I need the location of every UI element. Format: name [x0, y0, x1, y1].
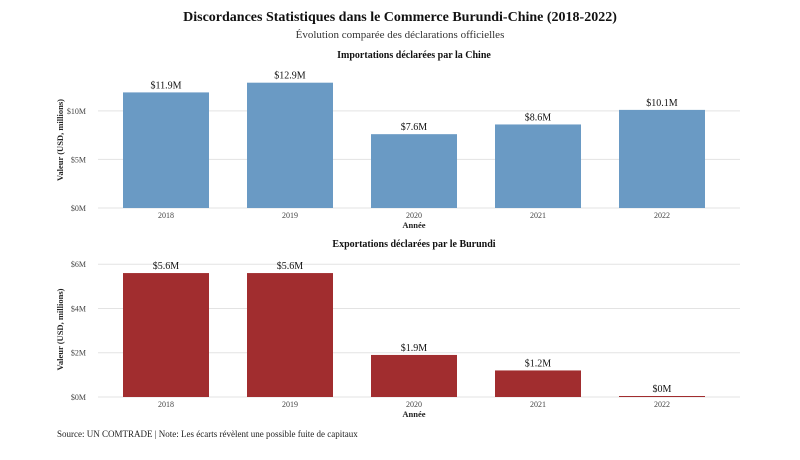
panel2-bar — [495, 370, 581, 397]
panel2-data-label: $1.2M — [525, 358, 552, 369]
panel1-ytick-label: $0M — [71, 204, 86, 213]
panel2-ytick-label: $6M — [71, 260, 86, 269]
panel2-data-label: $5.6M — [153, 261, 180, 272]
panel1-xtick-label: 2018 — [158, 211, 174, 220]
panel2-bar — [247, 273, 333, 397]
panel1-xtick-label: 2020 — [406, 211, 422, 220]
panel2-data-label: $1.9M — [401, 343, 428, 354]
chart-subtitle: Évolution comparée des déclarations offi… — [295, 29, 505, 41]
panel2-bar — [123, 273, 209, 397]
panel1-data-label: $8.6M — [525, 112, 552, 123]
panel2-xtick-label: 2018 — [158, 400, 174, 409]
panel2-title: Exportations déclarées par le Burundi — [332, 239, 495, 250]
panel1-xtick-label: 2019 — [282, 211, 298, 220]
panel1-xtick-label: 2021 — [530, 211, 546, 220]
panel1-xtick-label: 2022 — [654, 211, 670, 220]
panel1-title: Importations déclarées par la Chine — [337, 50, 491, 61]
panel2-data-label: $5.6M — [277, 261, 304, 272]
panel1-bar — [495, 124, 581, 208]
panel1-ytick-label: $10M — [67, 107, 86, 116]
panel2-y-axis-title: Valeur (USD, millions) — [55, 288, 65, 370]
panel1-bar — [123, 92, 209, 208]
panel1-bar — [619, 109, 705, 208]
panel2-xtick-label: 2021 — [530, 400, 546, 409]
chart-title: Discordances Statistiques dans le Commer… — [183, 10, 617, 25]
panel2-ytick-label: $0M — [71, 393, 86, 402]
panel1-y-axis-title: Valeur (USD, millions) — [55, 99, 65, 181]
panel2-bar — [619, 396, 705, 397]
panel2-data-label: $0M — [653, 384, 672, 395]
panel1-data-label: $12.9M — [274, 71, 306, 82]
panel2-bar — [371, 354, 457, 397]
panel2-xtick-label: 2019 — [282, 400, 298, 409]
panel2-xtick-label: 2020 — [406, 400, 422, 409]
panel1-data-label: $11.9M — [150, 80, 181, 91]
panel1-ytick-label: $5M — [71, 155, 86, 164]
panel1-bar — [247, 82, 333, 208]
panel1-data-label: $10.1M — [646, 98, 678, 109]
panel2-ytick-label: $4M — [71, 304, 86, 313]
panel1-bar — [371, 134, 457, 208]
panel1-data-label: $7.6M — [401, 122, 428, 133]
panel2-xtick-label: 2022 — [654, 400, 670, 409]
panel2-ytick-label: $2M — [71, 349, 86, 358]
panel2-x-axis-title: Année — [402, 409, 425, 419]
source-note: Source: UN COMTRADE | Note: Les écarts r… — [57, 429, 358, 439]
panel1-x-axis-title: Année — [402, 220, 425, 230]
